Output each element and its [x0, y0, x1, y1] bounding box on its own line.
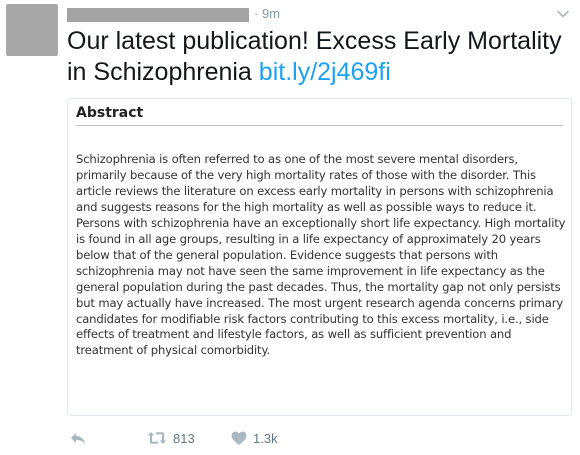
heart-icon	[231, 431, 247, 445]
tweet-actions: 813 1.3k	[67, 428, 572, 448]
retweet-button[interactable]: 813	[147, 428, 195, 448]
like-button[interactable]: 1.3k	[231, 428, 278, 448]
card-abstract-text: Schizophrenia is often referred to as on…	[76, 152, 566, 358]
retweet-count: 813	[173, 430, 195, 446]
tweet-text: Our latest publication! Excess Early Mor…	[67, 26, 572, 88]
reply-button[interactable]	[69, 428, 87, 448]
retweet-icon	[147, 432, 167, 444]
reply-icon	[71, 433, 85, 444]
chevron-down-icon[interactable]	[556, 7, 570, 21]
like-count: 1.3k	[253, 430, 278, 446]
tweet-timestamp[interactable]: · 9m	[254, 6, 280, 21]
link-card[interactable]: Abstract Schizophrenia is often referred…	[67, 98, 572, 416]
card-title: Abstract	[76, 105, 144, 121]
tweet-text-content: Our latest publication! Excess Early Mor…	[67, 27, 562, 86]
card-header: Abstract	[76, 105, 563, 126]
redacted-username	[67, 8, 249, 22]
tweet-link[interactable]: bit.ly/2j469fi	[258, 58, 391, 86]
avatar[interactable]	[6, 4, 58, 56]
